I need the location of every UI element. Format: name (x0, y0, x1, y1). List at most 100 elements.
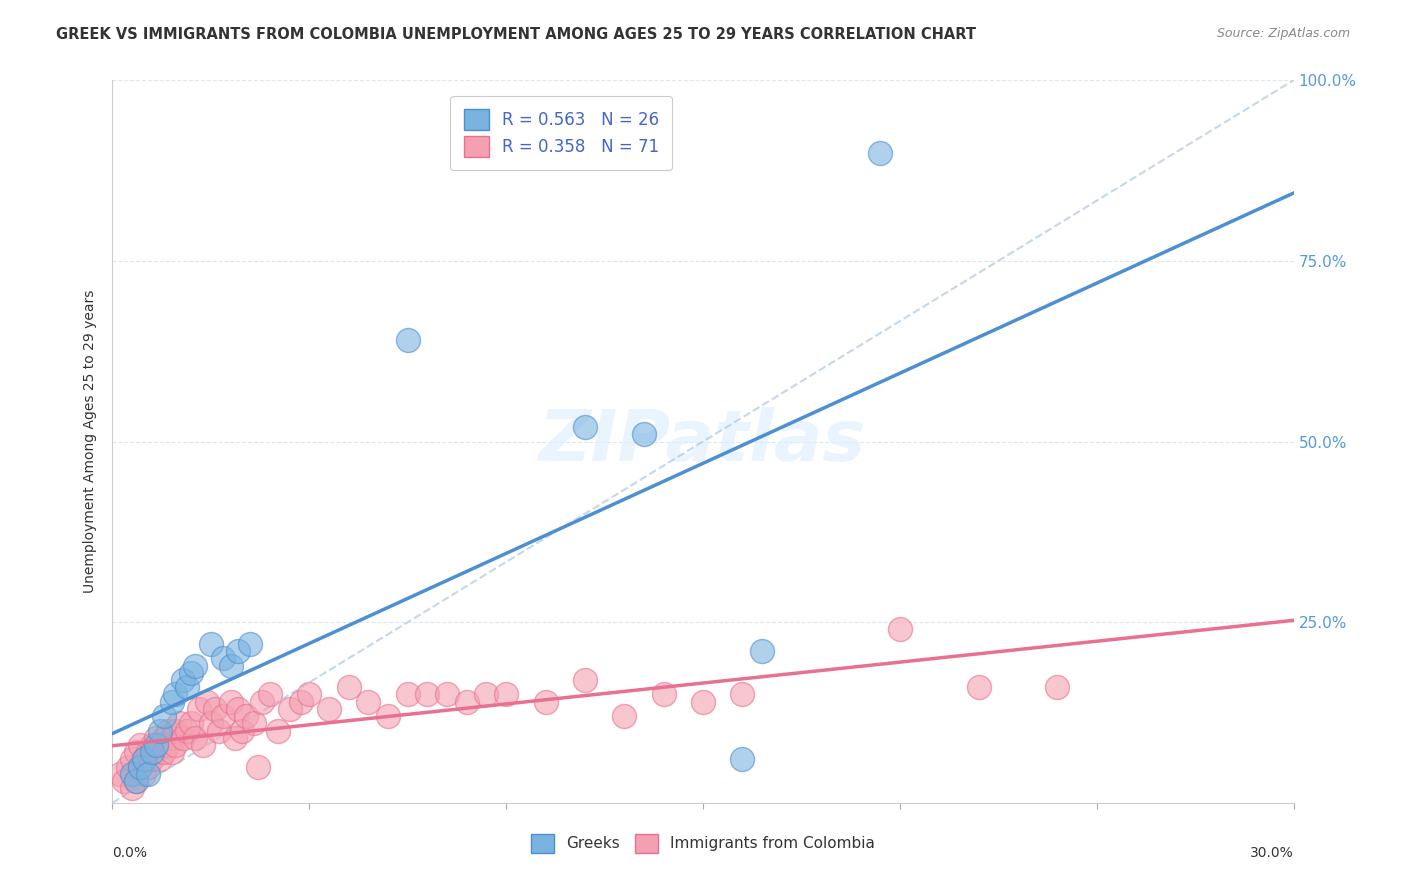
Point (152, 745, 174, 759)
Point (357, 695, 380, 709)
Point (211, 651, 233, 665)
Text: 0.0%: 0.0% (112, 847, 148, 860)
Point (165, 738, 187, 752)
Point (250, 695, 273, 709)
Point (172, 673, 194, 687)
Point (259, 687, 281, 701)
Point (200, 716, 222, 731)
Point (136, 760, 159, 774)
Point (152, 709, 174, 723)
Point (165, 687, 187, 701)
Point (129, 760, 152, 774)
Point (219, 658, 242, 673)
Point (156, 738, 179, 752)
Point (290, 695, 312, 709)
Point (731, 687, 754, 701)
Point (172, 731, 194, 745)
Point (169, 716, 191, 731)
Point (889, 623, 911, 637)
Point (204, 702, 226, 716)
Point (318, 702, 340, 716)
Point (731, 752, 754, 766)
Point (184, 731, 207, 745)
Point (396, 687, 419, 701)
Point (132, 752, 155, 766)
Point (534, 695, 557, 709)
Point (121, 781, 143, 796)
Point (141, 745, 163, 759)
Point (633, 427, 655, 442)
Point (751, 644, 773, 658)
Point (1046, 680, 1069, 694)
Point (495, 687, 517, 701)
Text: GREEK VS IMMIGRANTS FROM COLOMBIA UNEMPLOYMENT AMONG AGES 25 TO 29 YEARS CORRELA: GREEK VS IMMIGRANTS FROM COLOMBIA UNEMPL… (56, 27, 976, 42)
Point (436, 687, 458, 701)
Point (160, 745, 183, 759)
Point (200, 637, 222, 651)
Point (121, 767, 143, 781)
Point (145, 731, 167, 745)
Point (156, 723, 179, 738)
Point (231, 723, 253, 738)
Point (110, 767, 132, 781)
Point (149, 752, 172, 766)
Point (228, 644, 250, 658)
Point (129, 760, 152, 774)
Point (141, 752, 163, 766)
Point (125, 745, 148, 759)
Point (180, 665, 202, 680)
Point (239, 637, 262, 651)
Point (176, 680, 198, 694)
Point (869, 145, 891, 160)
Y-axis label: Unemployment Among Ages 25 to 29 years: Unemployment Among Ages 25 to 29 years (83, 290, 97, 593)
Point (967, 680, 990, 694)
Point (149, 723, 172, 738)
Text: Source: ZipAtlas.com: Source: ZipAtlas.com (1216, 27, 1350, 40)
Point (188, 702, 211, 716)
Text: ZIPatlas: ZIPatlas (540, 407, 866, 476)
Point (235, 709, 257, 723)
Point (191, 738, 214, 752)
Point (298, 687, 321, 701)
Point (211, 709, 233, 723)
Text: 30.0%: 30.0% (1250, 847, 1294, 860)
Point (141, 738, 163, 752)
Point (152, 731, 174, 745)
Point (160, 695, 183, 709)
Point (125, 774, 148, 789)
Point (337, 680, 360, 694)
Point (165, 723, 187, 738)
Point (377, 709, 399, 723)
Point (176, 723, 198, 738)
Point (160, 731, 183, 745)
Point (149, 738, 172, 752)
Point (129, 738, 152, 752)
Point (692, 695, 714, 709)
Point (145, 745, 167, 759)
Point (145, 738, 167, 752)
Point (136, 767, 159, 781)
Point (456, 695, 478, 709)
Point (574, 420, 596, 434)
Point (224, 731, 246, 745)
Point (652, 687, 675, 701)
Point (475, 687, 498, 701)
Legend: Greeks, Immigrants from Colombia: Greeks, Immigrants from Colombia (523, 826, 883, 860)
Point (416, 687, 439, 701)
Point (247, 760, 270, 774)
Point (195, 695, 218, 709)
Point (267, 723, 290, 738)
Point (574, 673, 596, 687)
Point (125, 774, 148, 789)
Point (180, 716, 202, 731)
Point (396, 334, 419, 348)
Point (121, 752, 143, 766)
Point (228, 702, 250, 716)
Point (208, 723, 231, 738)
Point (278, 702, 301, 716)
Point (132, 767, 155, 781)
Point (184, 658, 207, 673)
Point (132, 752, 155, 766)
Point (136, 745, 159, 759)
Point (613, 709, 636, 723)
